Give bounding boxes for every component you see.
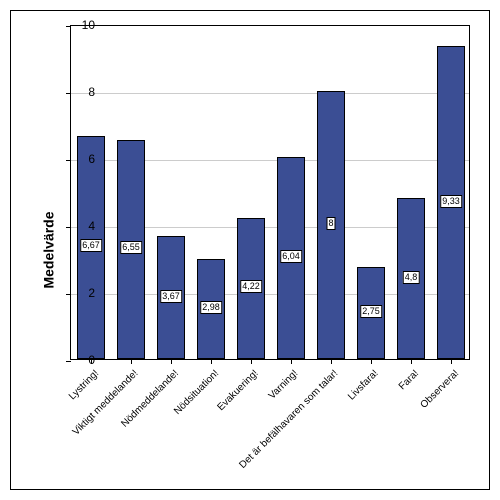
bar: 6,67 bbox=[77, 136, 106, 359]
chart-container: Medelvärde 6,67 6,55 3,67 2,98 4,22 6,04 8 2,75… bbox=[0, 0, 500, 500]
y-tick-label: 6 bbox=[65, 152, 95, 166]
value-label: 6,55 bbox=[120, 241, 142, 254]
value-label: 6,04 bbox=[280, 250, 302, 263]
y-tick-label: 8 bbox=[65, 85, 95, 99]
value-label: 2,75 bbox=[360, 305, 382, 318]
y-tick-label: 2 bbox=[65, 286, 95, 300]
value-label: 8 bbox=[326, 217, 335, 230]
plot-area: 6,67 6,55 3,67 2,98 4,22 6,04 8 2,75 4,8 9,33 bbox=[70, 25, 470, 360]
value-label: 4,8 bbox=[403, 271, 420, 284]
value-label: 6,67 bbox=[80, 239, 102, 252]
value-label: 4,22 bbox=[240, 280, 262, 293]
bar: 3,67 bbox=[157, 236, 186, 359]
bar: 6,55 bbox=[117, 140, 146, 359]
bar: 4,8 bbox=[397, 198, 426, 359]
y-tick-label: 0 bbox=[65, 353, 95, 367]
y-tick-label: 4 bbox=[65, 219, 95, 233]
y-tick-label: 10 bbox=[65, 18, 95, 32]
bar: 9,33 bbox=[437, 46, 466, 359]
y-axis-label: Medelvärde bbox=[41, 211, 57, 288]
bar: 6,04 bbox=[277, 157, 306, 359]
value-label: 3,67 bbox=[160, 290, 182, 303]
bar: 4,22 bbox=[237, 218, 266, 359]
bar: 2,98 bbox=[197, 259, 226, 359]
bar: 8 bbox=[317, 91, 346, 359]
value-label: 2,98 bbox=[200, 301, 222, 314]
gridline bbox=[71, 93, 469, 94]
bar: 2,75 bbox=[357, 267, 386, 359]
value-label: 9,33 bbox=[440, 195, 462, 208]
